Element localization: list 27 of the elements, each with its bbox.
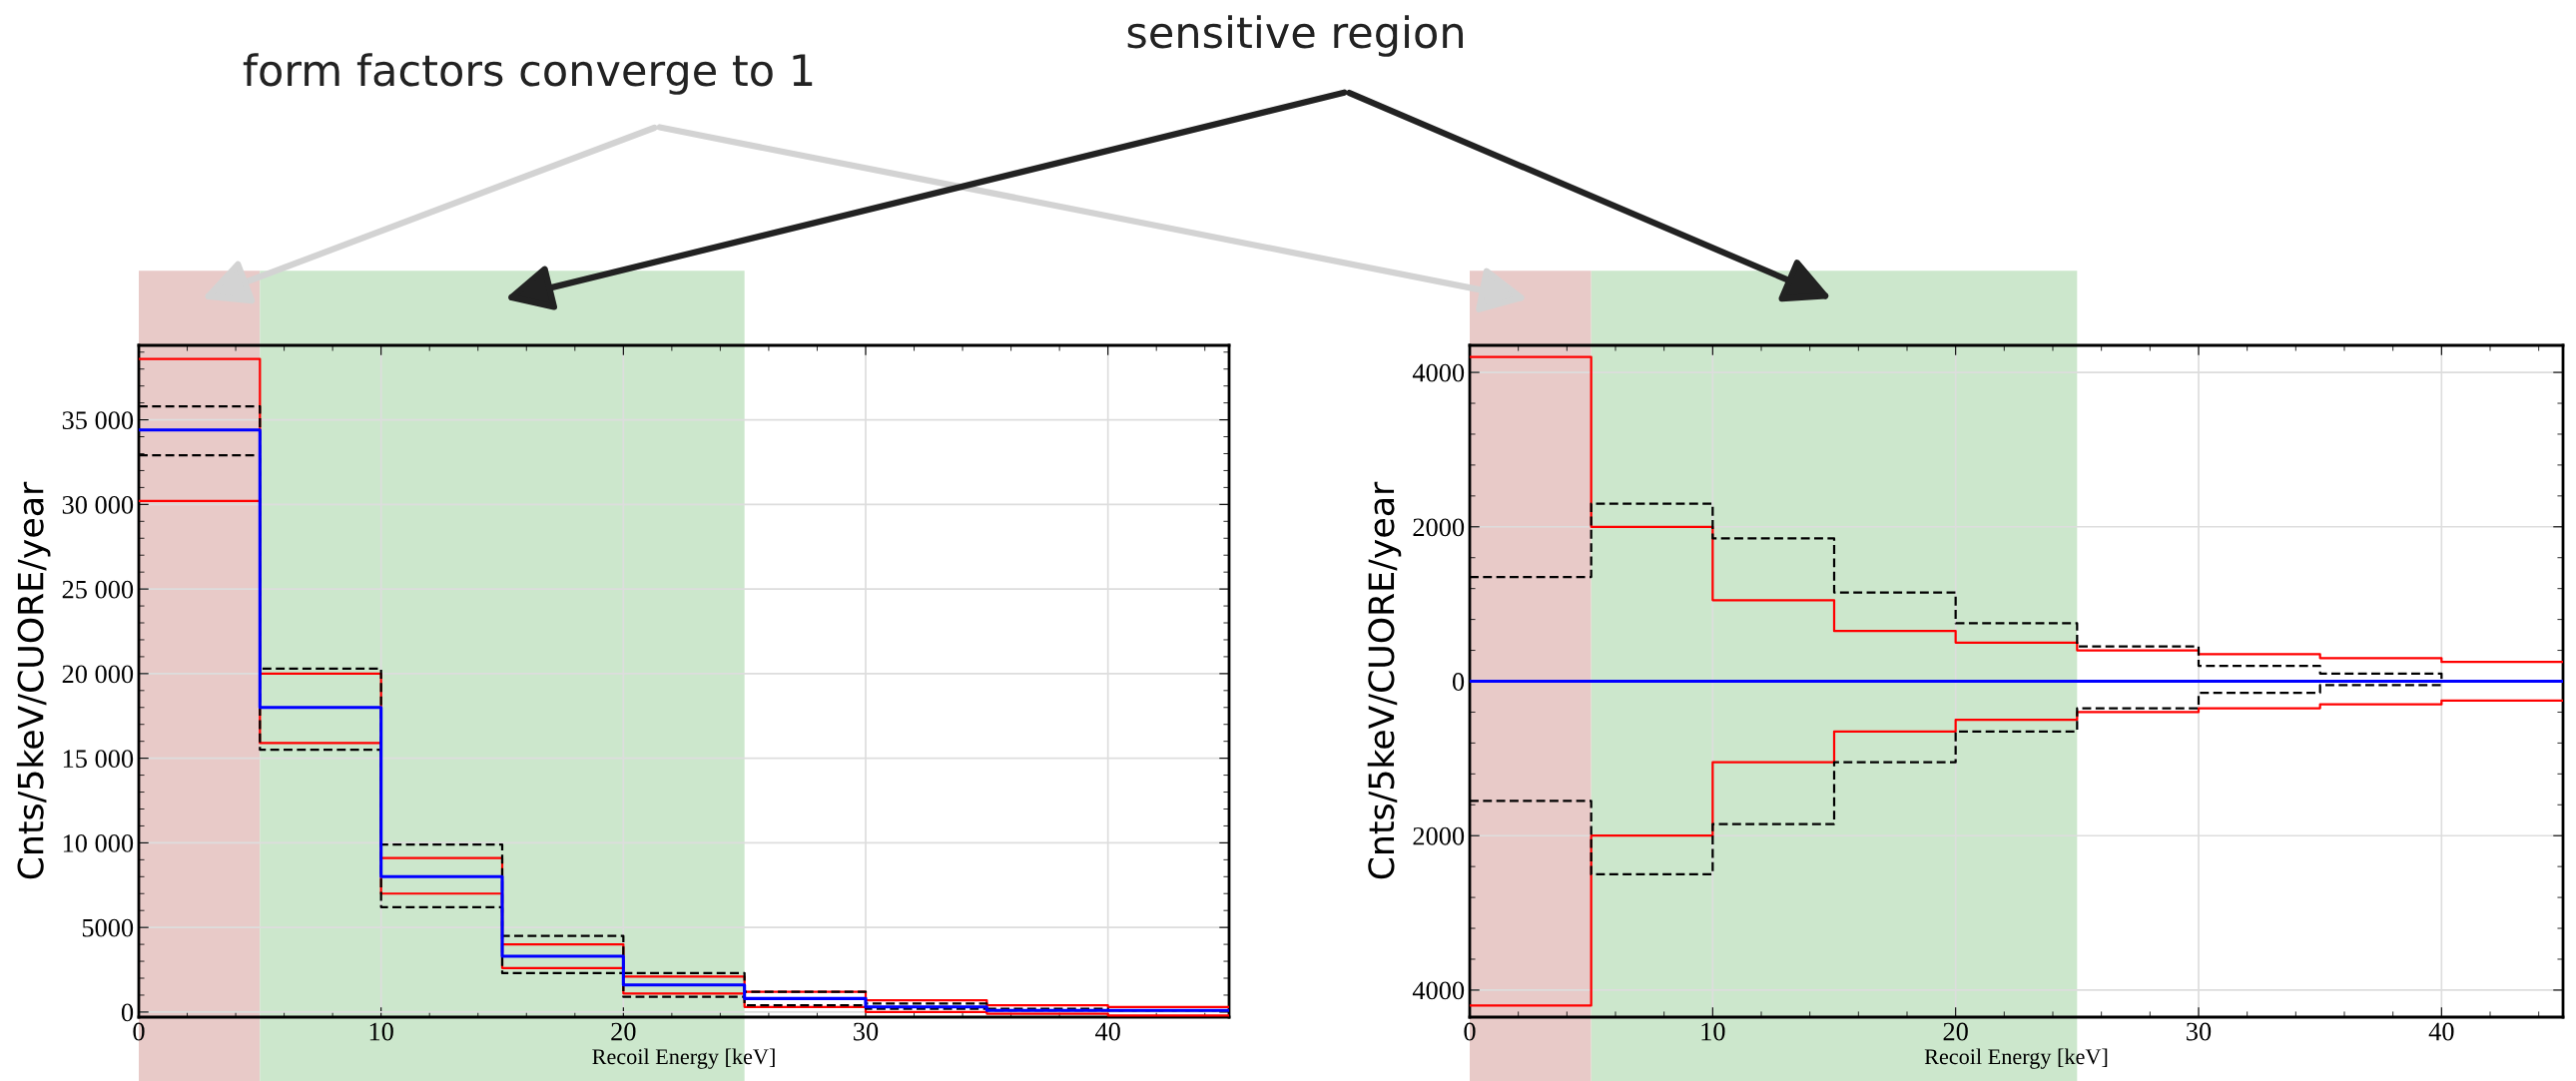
y-tick-label: 5000 [82,918,134,937]
y-tick-label: 10 000 [63,834,134,852]
y-tick-label: 0 [121,1003,134,1022]
y-tick-label: 20 000 [62,665,134,684]
x-tick-label: 20 [1943,1022,1968,1041]
x-axis-title: Recoil Energy [keV] [1924,1048,2108,1069]
y-axis-title: Cnts/5keV/CUORE/year [16,481,51,879]
x-tick-label: 30 [854,1022,879,1041]
x-tick-label: 20 [611,1022,636,1041]
x-tick-label: 30 [2187,1022,2212,1041]
y-tick-label: 30 000 [62,495,134,514]
x-tick-label: 10 [369,1022,393,1041]
x-tick-label: 10 [1701,1022,1725,1041]
y-tick-label: 0 [1452,673,1465,691]
y-tick-label: 25 000 [62,580,134,599]
x-tick-label: 40 [1094,1022,1120,1041]
y-tick-label: 15 000 [63,750,134,769]
x-axis-title: Recoil Energy [keV] [592,1048,775,1069]
y-axis-title: Cnts/5keV/CUORE/year [1367,481,1402,879]
text: form factors converge to 1 [243,53,813,95]
y-tick-label: 2000 [1413,826,1465,845]
y-tick-label: 4000 [1412,363,1465,382]
text: sensitive region [1127,15,1463,57]
y-tick-label: 2000 [1413,518,1465,537]
x-tick-label: 40 [2428,1022,2454,1041]
y-tick-label: 35 000 [62,411,134,429]
y-tick-label: 4000 [1412,981,1465,1000]
